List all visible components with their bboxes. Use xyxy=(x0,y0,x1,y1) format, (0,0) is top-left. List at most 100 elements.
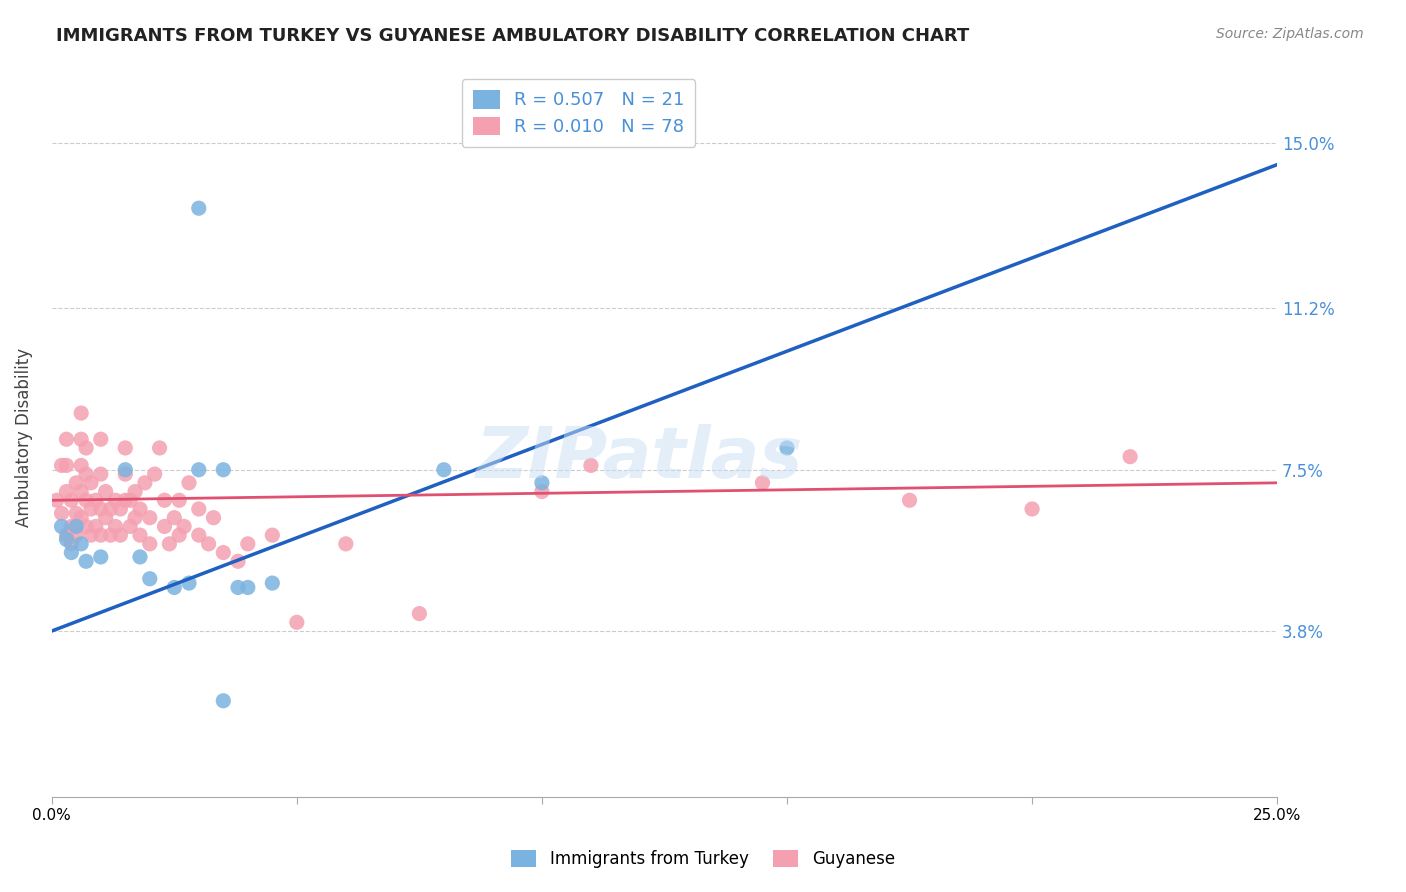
Point xyxy=(84,493,107,508)
Point xyxy=(110,502,132,516)
Point xyxy=(65,475,87,490)
Point xyxy=(1021,502,1043,516)
Point xyxy=(55,533,77,547)
Point xyxy=(226,554,249,568)
Point xyxy=(530,484,553,499)
Point xyxy=(80,475,103,490)
Point xyxy=(90,502,112,516)
Point xyxy=(45,493,67,508)
Point xyxy=(187,201,209,215)
Point xyxy=(114,463,136,477)
Text: ZIPatlas: ZIPatlas xyxy=(477,424,804,493)
Point xyxy=(187,528,209,542)
Point xyxy=(187,502,209,516)
Point xyxy=(100,528,122,542)
Text: IMMIGRANTS FROM TURKEY VS GUYANESE AMBULATORY DISABILITY CORRELATION CHART: IMMIGRANTS FROM TURKEY VS GUYANESE AMBUL… xyxy=(56,27,970,45)
Point xyxy=(579,458,602,473)
Point xyxy=(114,493,136,508)
Point xyxy=(104,493,127,508)
Point xyxy=(51,519,73,533)
Point xyxy=(124,484,146,499)
Point xyxy=(408,607,430,621)
Point xyxy=(75,493,97,508)
Point xyxy=(70,432,93,446)
Point xyxy=(94,510,117,524)
Point xyxy=(1119,450,1142,464)
Point xyxy=(129,502,152,516)
Point xyxy=(65,506,87,520)
Point xyxy=(177,576,200,591)
Point xyxy=(75,467,97,482)
Point xyxy=(530,475,553,490)
Point xyxy=(55,484,77,499)
Point xyxy=(80,528,103,542)
Point xyxy=(143,467,166,482)
Point xyxy=(139,572,162,586)
Point xyxy=(139,537,162,551)
Point xyxy=(75,554,97,568)
Point xyxy=(163,510,186,524)
Point xyxy=(94,484,117,499)
Point xyxy=(236,581,259,595)
Point xyxy=(84,519,107,533)
Point xyxy=(75,441,97,455)
Point xyxy=(55,432,77,446)
Point xyxy=(114,441,136,455)
Point xyxy=(60,493,83,508)
Point xyxy=(212,463,235,477)
Point xyxy=(187,463,209,477)
Legend: Immigrants from Turkey, Guyanese: Immigrants from Turkey, Guyanese xyxy=(505,843,901,875)
Point xyxy=(120,519,142,533)
Point xyxy=(157,537,180,551)
Point xyxy=(55,458,77,473)
Point xyxy=(262,528,284,542)
Point xyxy=(197,537,219,551)
Point xyxy=(70,510,93,524)
Point xyxy=(262,576,284,591)
Point xyxy=(139,510,162,524)
Point xyxy=(212,694,235,708)
Point xyxy=(90,432,112,446)
Point xyxy=(124,510,146,524)
Point xyxy=(65,519,87,533)
Point xyxy=(70,484,93,499)
Point xyxy=(120,493,142,508)
Text: Source: ZipAtlas.com: Source: ZipAtlas.com xyxy=(1216,27,1364,41)
Point xyxy=(70,458,93,473)
Point xyxy=(90,549,112,564)
Point xyxy=(60,519,83,533)
Legend: R = 0.507   N = 21, R = 0.010   N = 78: R = 0.507 N = 21, R = 0.010 N = 78 xyxy=(463,79,696,147)
Point xyxy=(90,467,112,482)
Point xyxy=(167,493,190,508)
Point xyxy=(60,545,83,559)
Point xyxy=(153,519,176,533)
Point xyxy=(226,581,249,595)
Point xyxy=(898,493,921,508)
Point xyxy=(90,528,112,542)
Point xyxy=(65,528,87,542)
Point xyxy=(285,615,308,630)
Point xyxy=(80,502,103,516)
Point xyxy=(149,441,172,455)
Point xyxy=(212,545,235,559)
Y-axis label: Ambulatory Disability: Ambulatory Disability xyxy=(15,348,32,526)
Point xyxy=(75,519,97,533)
Point xyxy=(163,581,186,595)
Point xyxy=(202,510,225,524)
Point xyxy=(173,519,195,533)
Point xyxy=(60,537,83,551)
Point xyxy=(167,528,190,542)
Point xyxy=(177,475,200,490)
Point xyxy=(114,467,136,482)
Point xyxy=(751,475,773,490)
Point xyxy=(134,475,156,490)
Point xyxy=(153,493,176,508)
Point xyxy=(70,537,93,551)
Point xyxy=(129,528,152,542)
Point xyxy=(129,549,152,564)
Point xyxy=(236,537,259,551)
Point xyxy=(70,406,93,420)
Point xyxy=(100,502,122,516)
Point xyxy=(55,528,77,542)
Point xyxy=(110,528,132,542)
